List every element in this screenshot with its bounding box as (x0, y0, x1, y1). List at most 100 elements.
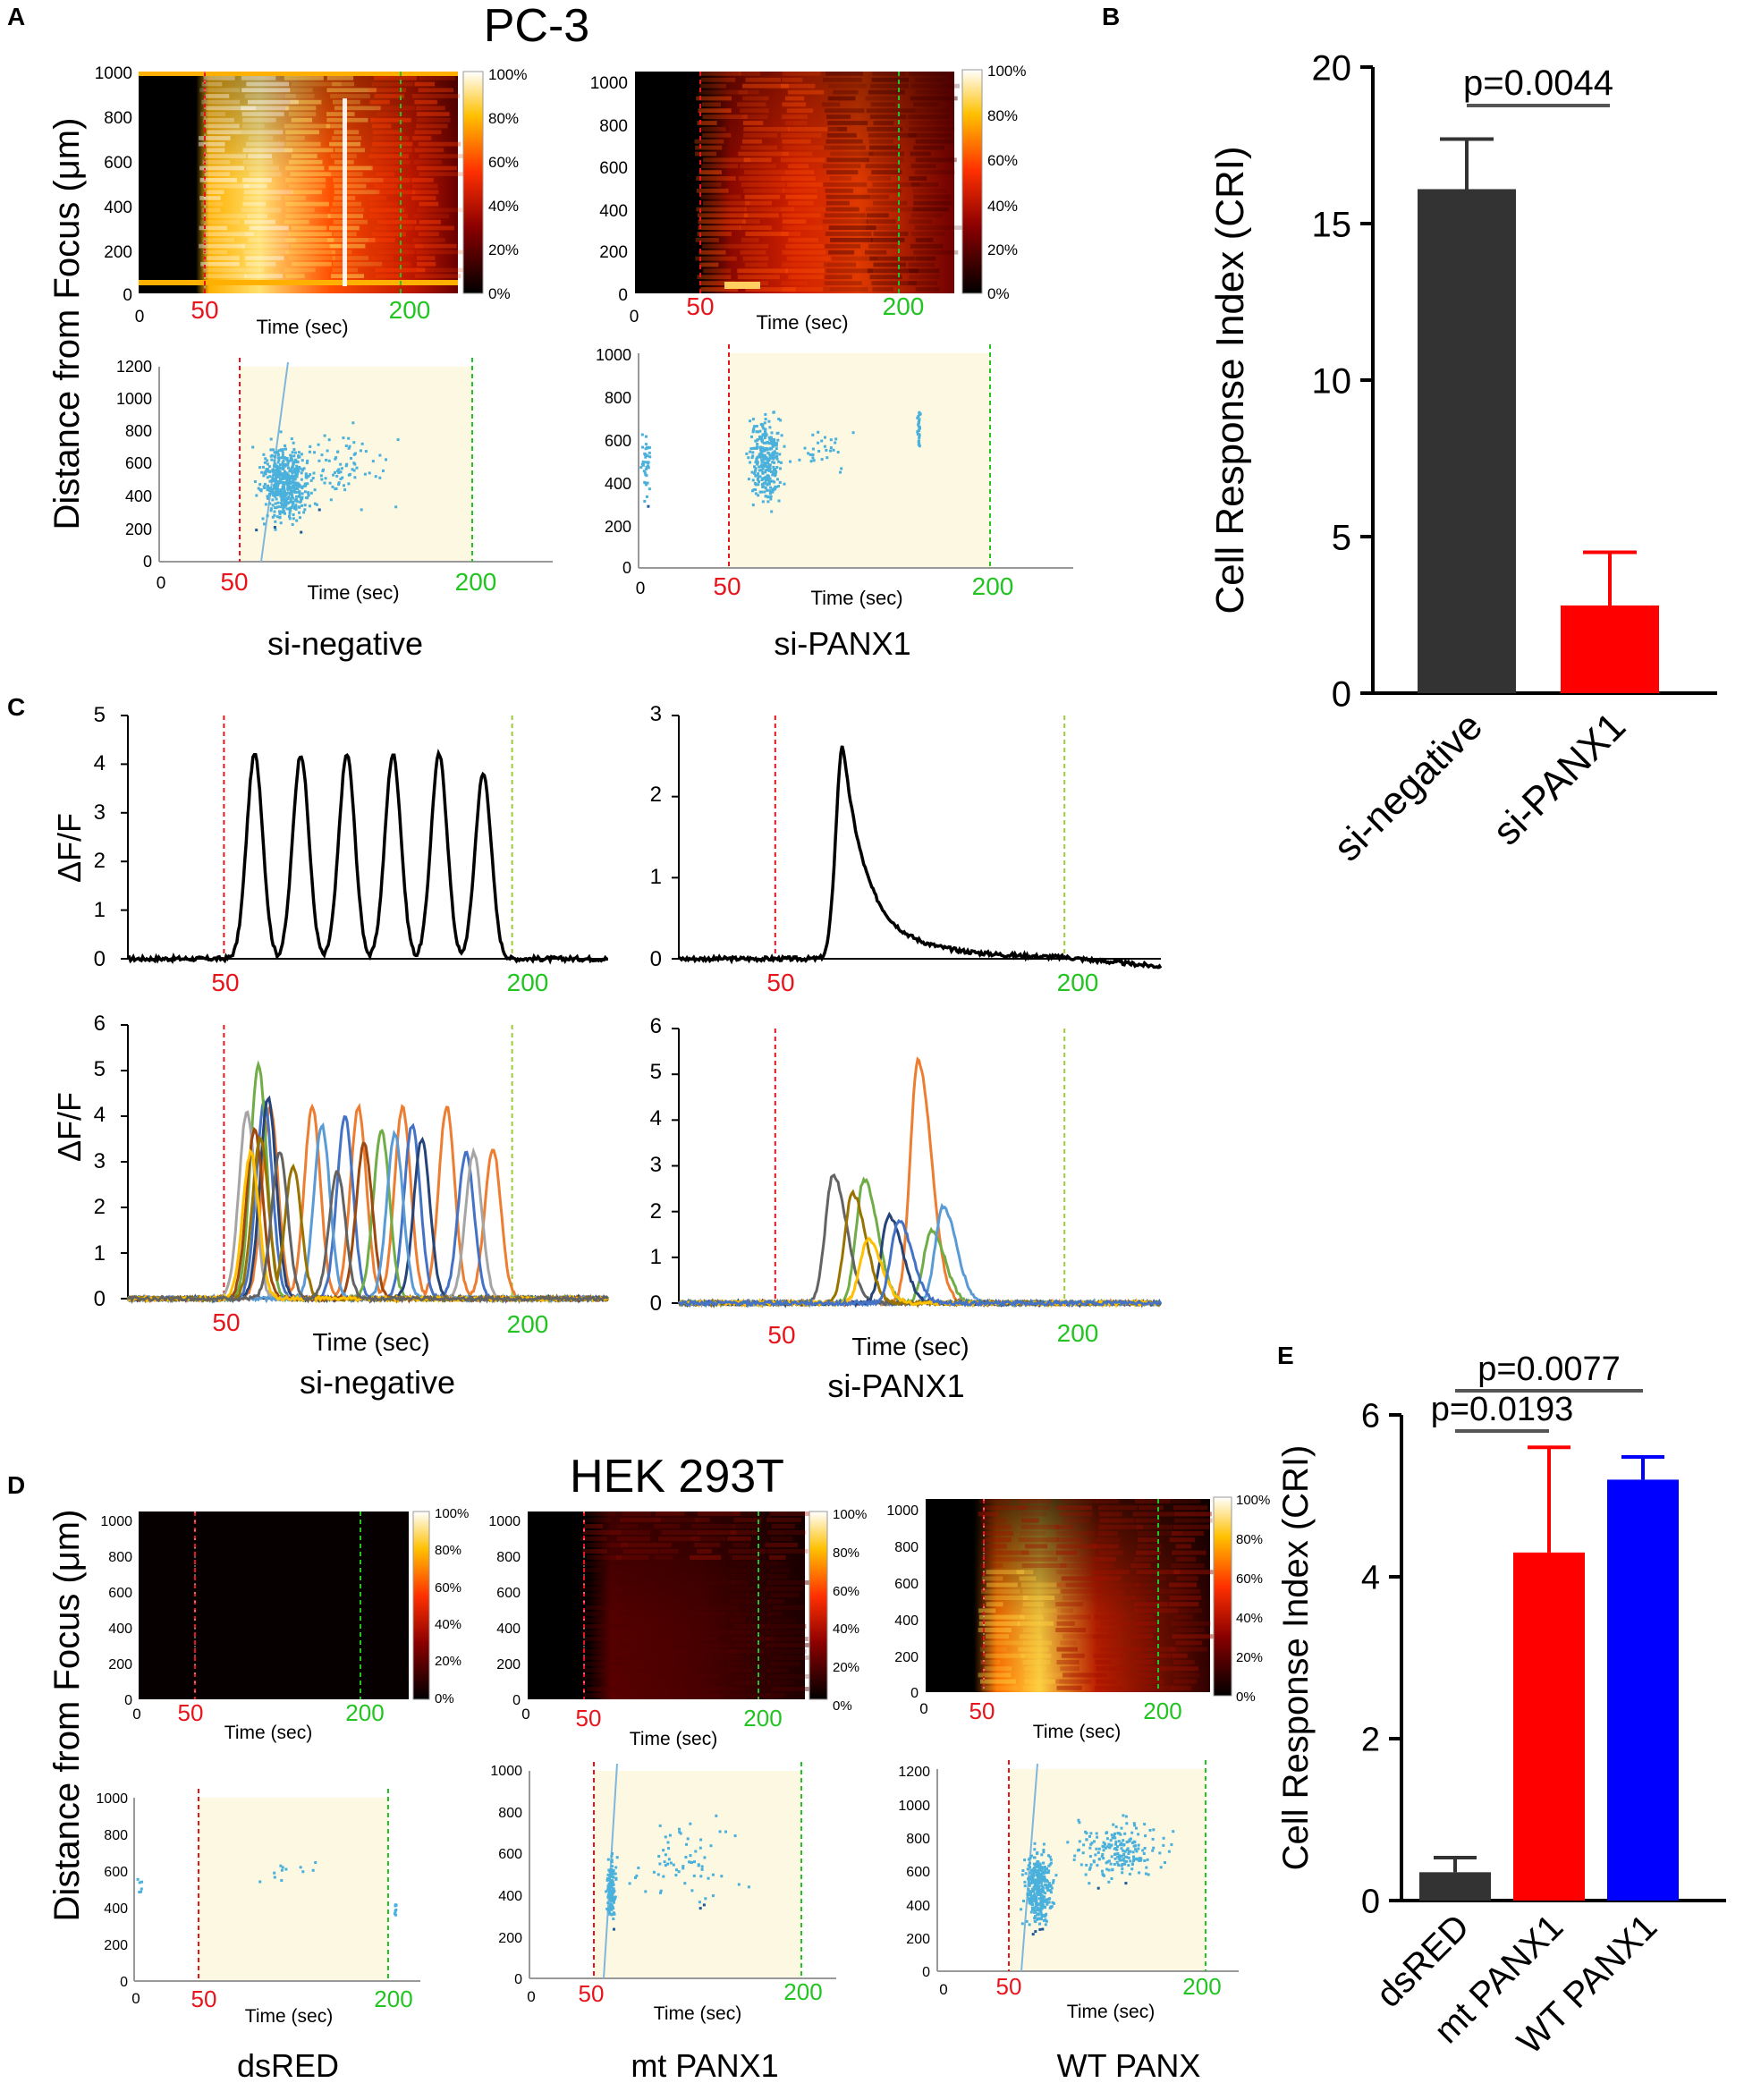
scatter-point (280, 499, 284, 502)
heatmap-cell (1138, 1672, 1160, 1678)
scatter-point (613, 1889, 616, 1893)
heatmap-cell (284, 219, 309, 224)
scatter-point (747, 1885, 750, 1889)
scatter-point (1024, 1872, 1028, 1876)
heatmap-cell (1130, 1588, 1170, 1594)
scatter-point (1040, 1899, 1044, 1902)
svg-text:0%: 0% (435, 1691, 454, 1706)
scatter-point (760, 422, 764, 426)
scatter-point (606, 1884, 610, 1888)
scatter-point (271, 476, 275, 479)
scatter-point (772, 453, 775, 456)
scatter-point (763, 449, 766, 453)
scatter-point (1022, 1900, 1025, 1902)
heatmap-cell (910, 243, 944, 249)
scatter-point (646, 445, 649, 449)
scatter-point (284, 1867, 288, 1871)
scatter-point (301, 1870, 305, 1874)
heatmap-cell (418, 232, 439, 237)
scatter-point (1039, 1896, 1043, 1900)
scatter-point (1110, 1855, 1113, 1859)
scatter-point (737, 1883, 741, 1886)
heatmap-cell (285, 201, 329, 207)
panel-c-bl-start-label: 50 (212, 1308, 240, 1336)
scatter-point (1122, 1857, 1125, 1860)
scatter-point (340, 467, 343, 470)
svg-text:0: 0 (94, 1287, 106, 1311)
panel-letter-d: D (7, 1471, 25, 1499)
svg-text:3: 3 (94, 800, 106, 825)
scatter-point (1052, 1881, 1055, 1884)
scatter-point (606, 1858, 610, 1861)
scatter-point (1137, 1847, 1140, 1850)
heatmap-cell (370, 117, 411, 123)
scatter-point (648, 487, 651, 491)
scatter-point (360, 508, 363, 512)
scatter-point (289, 496, 292, 500)
scatter-point (306, 482, 309, 486)
scatter-point (296, 460, 300, 463)
scatter-point (275, 476, 277, 479)
heatmap-cell (368, 214, 409, 218)
scatter-point (775, 455, 777, 459)
heatmap-cell (825, 194, 870, 199)
scatter-point (704, 1897, 707, 1901)
scatter-point (285, 497, 289, 501)
scatter-point (1037, 1912, 1040, 1916)
heatmap-d2-start-label: 50 (576, 1705, 602, 1732)
scatter-point (307, 491, 310, 495)
scatter-point (368, 471, 371, 475)
heatmap-cell (290, 243, 342, 249)
scatter-point (756, 461, 759, 464)
scatter-point (344, 445, 348, 447)
scatter-point (1043, 1876, 1046, 1878)
scatter-point (1122, 1814, 1125, 1817)
scatter-point (645, 495, 648, 498)
scatter-point (309, 473, 312, 477)
scatter-point (1143, 1847, 1147, 1850)
scatter-point (1121, 1859, 1124, 1862)
svg-text:1: 1 (650, 865, 662, 889)
heatmap-cell (241, 130, 284, 135)
heatmap-cell (702, 132, 732, 138)
scatter-point (761, 486, 765, 488)
heatmap-cell (326, 76, 354, 80)
heatmap-cell (205, 123, 240, 129)
scatter-point (918, 418, 921, 421)
heatmap-cell (414, 81, 436, 87)
scatter-point (276, 493, 279, 496)
scatter-point (754, 492, 758, 495)
heatmap-cell (242, 201, 267, 207)
scatter-a2-x0: 0 (636, 580, 646, 598)
heatmap-cell (695, 151, 717, 157)
heatmap-cell (866, 225, 900, 230)
svg-text:80%: 80% (488, 110, 519, 127)
bar-wt-panx1 (1607, 1479, 1679, 1901)
scatter-point (918, 426, 921, 429)
scatter-point (667, 1847, 670, 1850)
scatter-point (606, 1873, 610, 1876)
scatter-point (609, 1875, 613, 1878)
heatmap-cell (700, 77, 736, 82)
heatmap-cell (740, 108, 769, 114)
heatmap-cell (908, 281, 937, 285)
heatmap-cell (697, 232, 732, 236)
scatter-point (771, 473, 775, 477)
scatter-point (611, 1882, 614, 1885)
scatter-point (1023, 1859, 1027, 1862)
scatter-point (611, 1905, 614, 1909)
svg-text:200: 200 (125, 521, 152, 538)
scatter-point (138, 1891, 141, 1893)
scatter-point (773, 480, 776, 484)
heatmap-cell (241, 207, 282, 213)
scatter-point (612, 1876, 615, 1879)
scatter-point (271, 498, 275, 502)
scatter-point (1113, 1832, 1117, 1835)
scatter-point (1029, 1866, 1031, 1869)
heatmap-cell (249, 172, 282, 176)
scatter-point (1042, 1904, 1046, 1908)
scatter-point (609, 1899, 613, 1902)
heatmap-cell (1130, 1634, 1154, 1639)
scatter-point (309, 478, 313, 482)
